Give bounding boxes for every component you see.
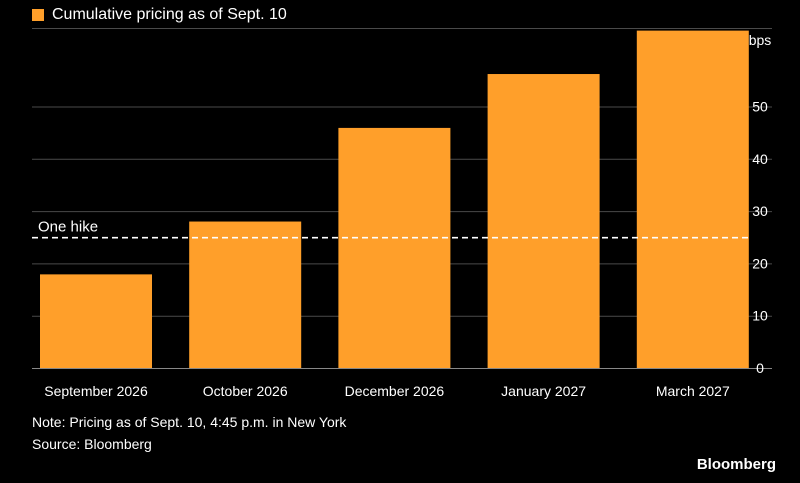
legend-label: Cumulative pricing as of Sept. 10	[52, 6, 287, 23]
chart-note: Note: Pricing as of Sept. 10, 4:45 p.m. …	[32, 414, 347, 430]
bar	[338, 127, 451, 369]
x-tick-label: March 2027	[656, 383, 730, 399]
y-unit-label: bps	[749, 32, 772, 48]
x-tick-label: October 2026	[203, 383, 288, 399]
y-tick-label: 0	[756, 360, 764, 376]
y-tick-label: 10	[752, 308, 768, 324]
bar	[189, 221, 302, 368]
reference-line-label: One hike	[38, 219, 98, 236]
bar	[40, 274, 152, 368]
legend-swatch	[32, 9, 44, 21]
legend: Cumulative pricing as of Sept. 10	[32, 6, 287, 24]
x-tick-label: September 2026	[44, 383, 148, 399]
chart-source: Source: Bloomberg	[32, 436, 152, 452]
brand-logo: Bloomberg	[696, 456, 776, 473]
y-tick-label: 50	[752, 98, 768, 114]
bar	[636, 30, 749, 368]
y-tick-label: 20	[752, 255, 768, 271]
x-tick-label: January 2027	[501, 383, 586, 399]
y-tick-label: 40	[752, 151, 768, 167]
x-tick-label: December 2026	[345, 383, 445, 399]
y-tick-label: 30	[752, 203, 768, 219]
bar	[487, 74, 600, 369]
